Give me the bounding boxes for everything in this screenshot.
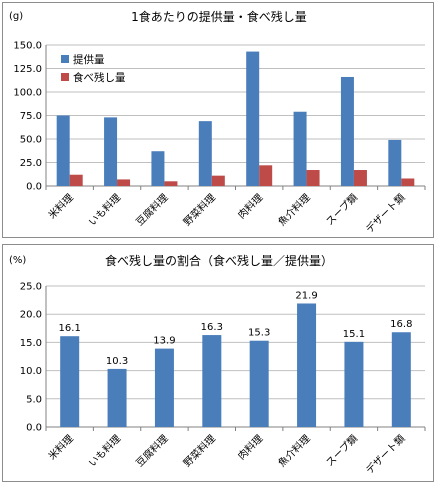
chart2-y-tick-label: 0.0 <box>26 423 42 434</box>
chart1-bar <box>306 170 320 186</box>
chart2-y-tick-label: 15.0 <box>20 338 42 349</box>
chart2-x-tick-label: いも料理 <box>86 432 123 469</box>
chart1-x-tick-label: 野菜料理 <box>180 191 217 228</box>
chart-panel-ratio: (%) 食べ残し量の割合（食べ残し量／提供量） 0.0 5.0 10.0 15.0 20… <box>2 244 434 482</box>
chart2-bar <box>202 335 222 427</box>
chart1-bar <box>388 139 402 186</box>
chart2-y-ticks: 0.0 5.0 10.0 15.0 20.0 25.0 <box>20 282 42 434</box>
chart1-y-ticks: 0.0 25.0 50.0 75.0 100.0 125.0 150.0 <box>13 41 42 193</box>
chart2-y-tick-label: 25.0 <box>20 282 42 293</box>
legend-swatch-leftover <box>61 73 69 81</box>
chart2-bar <box>249 340 269 427</box>
chart1-y-tick-label: 100.0 <box>13 88 42 99</box>
chart1-bar <box>211 175 225 186</box>
chart2-unit: (%) <box>9 255 26 266</box>
chart1-bars <box>56 51 415 186</box>
chart1-y-tick-label: 75.0 <box>20 111 42 122</box>
chart2-bar <box>60 336 80 427</box>
chart2-y-tick-label: 20.0 <box>20 310 42 321</box>
chart2-title: 食べ残し量の割合（食べ残し量／提供量） <box>105 253 333 268</box>
chart1-bar <box>246 51 260 186</box>
chart1-x-tick-label: 米料理 <box>45 191 75 221</box>
chart1-bar <box>164 181 178 186</box>
chart2-x-tick-label: 肉料理 <box>235 432 265 462</box>
chart-panel-portion: (g) 1食あたりの提供量・食べ残し量 0.0 25.0 50.0 75.0 100.0… <box>2 2 434 238</box>
chart1-y-tick-label: 150.0 <box>13 41 42 52</box>
chart2-y-tick-label: 5.0 <box>26 394 42 405</box>
chart1-x-tick-label: 豆腐料理 <box>133 191 170 228</box>
chart2-data-label: 16.3 <box>201 322 223 333</box>
chart2-data-label: 16.8 <box>390 319 412 330</box>
chart1-bar <box>353 170 367 186</box>
chart1-title: 1食あたりの提供量・食べ残し量 <box>131 9 307 24</box>
chart2-x-tick-label: 野菜料理 <box>180 432 217 469</box>
chart1-y-tick-label: 125.0 <box>13 64 42 75</box>
chart2-data-label: 21.9 <box>295 290 317 301</box>
chart2-bar <box>344 341 364 427</box>
chart2-bars <box>60 303 411 427</box>
chart1-x-tick-label: いも料理 <box>86 191 123 228</box>
chart1-bar <box>340 76 354 186</box>
chart1-x-ticks: 米料理 いも料理 豆腐料理 野菜料理 肉料理 魚介料理 スープ類 デザート類 <box>45 191 407 236</box>
chart2-y-tick-label: 10.0 <box>20 366 42 377</box>
chart1-y-tick-label: 25.0 <box>20 158 42 169</box>
chart1-unit: (g) <box>9 11 23 22</box>
chart2-x-tick-label: 米料理 <box>45 432 75 462</box>
chart1-bar <box>69 174 83 186</box>
chart1-bar <box>56 115 70 186</box>
chart1-legend: 提供量 食べ残し量 <box>61 53 126 84</box>
chart2-x-tick-label: スープ類 <box>324 433 360 469</box>
legend-swatch-serve <box>61 55 69 63</box>
chart2-bar <box>154 348 174 427</box>
chart2-x-tick-label: 魚介料理 <box>275 432 312 469</box>
chart2-data-label: 15.3 <box>248 328 270 339</box>
chart2-data-label: 13.9 <box>153 336 175 347</box>
chart2-x-ticks: 米料理 いも料理 豆腐料理 野菜料理 肉料理 魚介料理 スープ類 デザート類 <box>45 432 407 477</box>
chart2-data-label: 16.1 <box>59 323 81 334</box>
portion-chart-svg: (g) 1食あたりの提供量・食べ残し量 0.0 25.0 50.0 75.0 100.0… <box>9 9 426 236</box>
chart1-bar <box>293 111 307 186</box>
chart1-bar <box>151 151 165 186</box>
chart2-x-tick-label: 豆腐料理 <box>133 432 170 469</box>
chart2-bar <box>297 303 317 427</box>
chart2-data-labels: 16.1 10.3 13.9 16.3 15.3 21.9 15.1 16.8 <box>59 290 413 366</box>
chart1-bar <box>259 165 273 186</box>
chart1-x-tick-label: スープ類 <box>324 192 360 228</box>
chart2-gridlines <box>45 285 426 431</box>
chart1-x-tick-label: 魚介料理 <box>275 191 312 228</box>
chart1-y-tick-label: 50.0 <box>20 135 42 146</box>
chart2-data-label: 15.1 <box>343 329 365 340</box>
chart1-bar <box>104 117 118 186</box>
chart2-bar <box>107 368 127 427</box>
chart1-bar <box>198 121 212 186</box>
chart1-bar <box>117 179 131 186</box>
chart2-x-tick-label: デザート類 <box>363 432 408 477</box>
chart2-bar <box>391 332 411 427</box>
chart1-x-tick-label: デザート類 <box>363 191 408 236</box>
chart1-gridlines <box>45 44 426 190</box>
legend-label-leftover: 食べ残し量 <box>73 71 126 84</box>
legend-label-serve: 提供量 <box>73 53 105 66</box>
chart1-bar <box>401 178 415 186</box>
chart1-y-tick-label: 0.0 <box>26 182 42 193</box>
chart1-x-tick-label: 肉料理 <box>235 191 265 221</box>
ratio-chart-svg: (%) 食べ残し量の割合（食べ残し量／提供量） 0.0 5.0 10.0 15.0 20… <box>9 253 426 477</box>
chart2-data-label: 10.3 <box>106 356 128 367</box>
